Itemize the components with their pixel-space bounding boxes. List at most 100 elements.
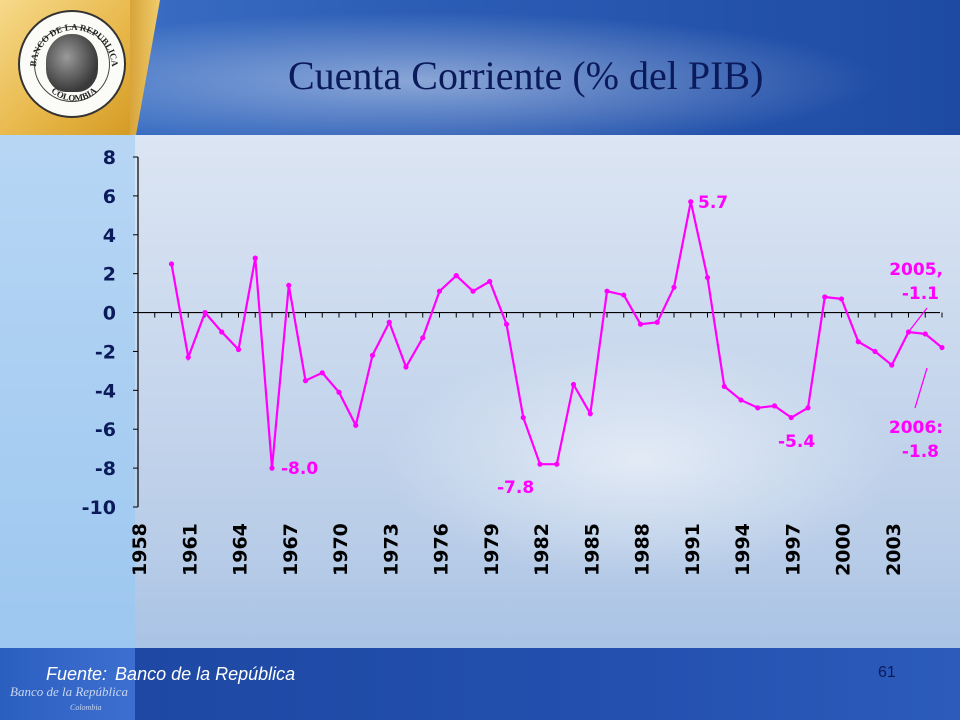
- annotation-2006-line2: -1.8: [902, 442, 939, 462]
- series-point: [252, 255, 258, 261]
- x-tick-label: 1964: [230, 523, 252, 576]
- x-tick-label: 1970: [330, 523, 352, 576]
- series-point: [537, 461, 543, 467]
- series-point: [336, 389, 342, 395]
- series-point: [838, 296, 845, 302]
- series-point: [235, 346, 242, 353]
- annotation-2006-line1: 2006:: [889, 418, 943, 438]
- background-cloud: [360, 330, 920, 590]
- series-point: [872, 348, 878, 355]
- y-tick-label: 8: [103, 147, 116, 169]
- y-tick-label: -10: [82, 497, 116, 519]
- y-tick-label: -4: [95, 380, 116, 402]
- annotation-2006-leader: [914, 367, 928, 409]
- x-tick-label: 2000: [833, 523, 855, 576]
- series-point: [554, 461, 560, 467]
- header-band: [0, 0, 960, 135]
- left-strip: [0, 135, 135, 650]
- y-tick-label: 2: [103, 264, 116, 286]
- series-point: [353, 422, 359, 428]
- series-point: [688, 199, 694, 205]
- series-point: [704, 274, 711, 281]
- series-point: [470, 288, 476, 294]
- script-logo-line1: Banco de la República: [10, 684, 128, 699]
- series-point: [771, 403, 778, 409]
- series-point: [386, 319, 392, 325]
- x-axis-ticks: 1958 1961 1964 1967 1970 1973 1976 1979 1982 1985…: [129, 312, 943, 576]
- series-point: [168, 261, 175, 267]
- series-point: [604, 288, 610, 294]
- series-point: [755, 405, 761, 411]
- x-tick-label: 1997: [782, 523, 804, 576]
- banco-republica-seal-logo: BANCO DE LA REPUBLICA COLOMBIA: [18, 10, 126, 118]
- annotation-1997: -5.4: [778, 432, 815, 452]
- y-tick-label: -2: [95, 341, 116, 363]
- series-point: [805, 405, 811, 411]
- y-tick-label: -8: [95, 458, 116, 480]
- series-point: [219, 329, 225, 335]
- series-point: [436, 288, 443, 294]
- series-point: [302, 378, 309, 384]
- annotation-1991: 5.7: [698, 193, 728, 213]
- series-point: [487, 278, 493, 285]
- footer-left-block: [0, 648, 135, 720]
- series-point: [721, 383, 727, 390]
- series-point: [185, 354, 191, 360]
- series-point: [403, 364, 409, 370]
- banco-republica-script-logo: Banco de la República Colombia: [10, 684, 128, 712]
- series-point: [286, 282, 292, 288]
- series-point: [905, 329, 912, 335]
- page-number: 61: [878, 664, 896, 681]
- source-label: Fuente:: [46, 664, 108, 684]
- annotations: -8.0 -7.8 5.7 -5.4 2005, -1.1 2006: -1.8: [281, 193, 943, 498]
- series-point: [420, 335, 426, 341]
- series-point: [889, 362, 895, 368]
- x-tick-label: 1988: [632, 523, 654, 576]
- series-point: [520, 414, 526, 421]
- source-note: Fuente: Banco de la República: [46, 664, 295, 685]
- series-point: [922, 331, 928, 337]
- series-point: [621, 292, 627, 298]
- x-tick-label: 1985: [581, 523, 603, 576]
- seal-lettering: BANCO DE LA REPUBLICA COLOMBIA: [28, 22, 120, 103]
- series-point: [822, 294, 828, 300]
- annotation-1966: -8.0: [281, 459, 318, 479]
- y-tick-label: 6: [103, 186, 116, 208]
- y-axis-ticks: 8 6 4 2 0 -2 -4 -6 -8 -10: [82, 147, 138, 519]
- series-point: [738, 397, 744, 403]
- y-tick-label: -6: [95, 419, 116, 441]
- annotation-2005-line1: 2005,: [889, 260, 943, 280]
- slide-title: Cuenta Corriente (% del PIB): [288, 53, 764, 98]
- x-tick-label: 1976: [431, 523, 453, 576]
- script-logo-line2: Colombia: [70, 703, 102, 712]
- x-tick-label: 1958: [129, 523, 151, 576]
- source-value: Banco de la República: [115, 664, 296, 684]
- series-point: [319, 370, 325, 376]
- x-tick-label: 1994: [732, 523, 754, 576]
- annotation-2005-leader: [909, 307, 928, 331]
- y-tick-label: 4: [103, 225, 116, 247]
- series-point: [453, 273, 459, 279]
- footer-band: [0, 648, 960, 720]
- series-point: [503, 321, 510, 327]
- series-point: [671, 284, 677, 290]
- series-point: [637, 321, 644, 327]
- series-point: [369, 352, 376, 358]
- series-point: [788, 414, 794, 421]
- y-tick-label: 0: [103, 303, 116, 325]
- x-tick-label: 1961: [179, 523, 201, 576]
- x-tick-label: 1967: [280, 523, 302, 576]
- series-point: [570, 381, 577, 388]
- annotation-2005-line2: -1.1: [902, 284, 939, 304]
- x-tick-label: 2003: [883, 523, 905, 576]
- series-line: [170, 201, 943, 469]
- series-point: [202, 309, 208, 316]
- x-tick-label: 1991: [682, 523, 704, 576]
- x-tick-label: 1979: [481, 523, 503, 576]
- x-tick-label: 1982: [531, 523, 553, 576]
- series-point: [855, 339, 861, 345]
- seal-portrait: [46, 34, 98, 92]
- series-point: [654, 319, 660, 325]
